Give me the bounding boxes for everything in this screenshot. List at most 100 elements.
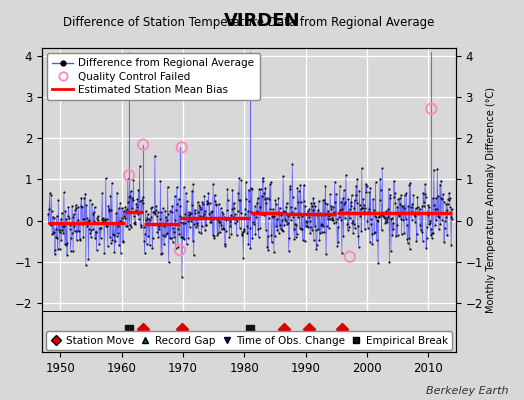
Point — [162, 214, 170, 220]
Point — [436, 181, 444, 188]
Point — [129, 177, 138, 184]
Point — [115, 242, 123, 249]
Point — [310, 237, 318, 244]
Point — [228, 206, 236, 212]
Point — [86, 230, 95, 236]
Point — [50, 215, 58, 222]
Point — [114, 223, 122, 230]
Point — [411, 213, 420, 219]
Point — [322, 223, 331, 230]
Point — [346, 199, 355, 205]
Point — [153, 229, 161, 235]
Point — [362, 180, 370, 187]
Point — [344, 226, 352, 233]
Point — [209, 232, 217, 238]
Point — [237, 230, 246, 237]
Point — [273, 216, 281, 222]
Point — [429, 195, 437, 202]
Point — [130, 221, 139, 227]
Point — [64, 204, 73, 210]
Point — [222, 228, 230, 234]
Point — [176, 213, 184, 219]
Point — [290, 236, 299, 242]
Point — [328, 215, 336, 222]
Point — [56, 229, 64, 235]
Point — [71, 202, 80, 208]
Point — [173, 244, 182, 250]
Point — [154, 234, 162, 240]
Point — [301, 223, 310, 229]
Point — [199, 212, 208, 219]
Point — [61, 208, 70, 214]
Point — [117, 218, 125, 224]
Point — [335, 214, 343, 220]
Point — [374, 260, 383, 266]
Point — [335, 209, 343, 216]
Point — [359, 196, 367, 202]
Point — [281, 218, 290, 225]
Point — [103, 216, 111, 222]
Point — [336, 217, 345, 224]
Point — [180, 184, 188, 190]
Point — [303, 207, 312, 214]
Point — [224, 216, 233, 222]
Point — [48, 208, 56, 214]
Point — [120, 212, 128, 219]
Point — [427, 226, 435, 232]
Point — [193, 222, 201, 228]
Point — [223, 207, 231, 213]
Point — [320, 229, 329, 236]
Point — [436, 221, 445, 228]
Point — [380, 214, 389, 221]
Point — [321, 199, 329, 206]
Y-axis label: Monthly Temperature Anomaly Difference (°C): Monthly Temperature Anomaly Difference (… — [486, 87, 496, 313]
Point — [331, 199, 340, 206]
Point — [340, 201, 348, 208]
Point — [403, 236, 411, 242]
Point — [247, 185, 255, 192]
Point — [176, 203, 184, 210]
Point — [242, 179, 250, 186]
Point — [241, 206, 249, 213]
Point — [61, 241, 69, 247]
Point — [297, 226, 305, 232]
Point — [230, 200, 238, 206]
Point — [408, 201, 417, 208]
Point — [141, 231, 149, 238]
Point — [367, 220, 376, 227]
Point — [246, 326, 255, 333]
Point — [406, 179, 414, 186]
Point — [232, 216, 241, 222]
Point — [342, 210, 351, 216]
Point — [149, 235, 157, 242]
Point — [363, 183, 371, 189]
Point — [232, 216, 240, 222]
Point — [77, 194, 85, 201]
Point — [199, 201, 207, 208]
Point — [210, 234, 219, 241]
Point — [125, 226, 133, 232]
Point — [137, 224, 145, 230]
Point — [378, 165, 386, 172]
Point — [439, 191, 447, 198]
Point — [416, 222, 424, 228]
Point — [48, 230, 57, 237]
Point — [358, 204, 366, 211]
Point — [410, 211, 418, 217]
Point — [376, 196, 384, 203]
Point — [189, 181, 198, 187]
Point — [73, 216, 82, 223]
Point — [260, 190, 268, 196]
Point — [409, 210, 417, 217]
Point — [246, 245, 255, 251]
Point — [178, 274, 186, 280]
Point — [383, 219, 391, 226]
Point — [146, 242, 154, 248]
Point — [402, 190, 410, 196]
Point — [217, 221, 225, 228]
Point — [139, 200, 147, 206]
Point — [417, 210, 425, 216]
Point — [75, 221, 83, 227]
Point — [107, 206, 116, 213]
Point — [85, 216, 94, 223]
